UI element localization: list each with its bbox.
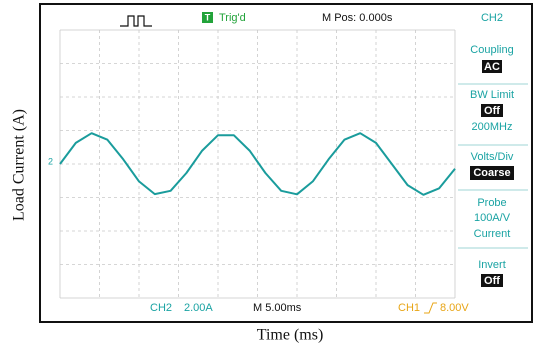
menu-label: Probe <box>477 197 506 209</box>
menu-value: Off <box>484 105 500 117</box>
menu-value: 200MHz <box>472 121 513 133</box>
trig-status: Trig'd <box>219 12 246 24</box>
ch2-scale: 2.00A <box>184 302 213 314</box>
menu-label: BW Limit <box>470 89 514 101</box>
menu-value: Off <box>484 275 500 287</box>
scope-figure: T Trig'd M Pos: 0.000s CH2 2 Coupling AC… <box>0 0 535 349</box>
x-axis-label: Time (ms) <box>257 327 324 344</box>
menu-value: Coarse <box>473 167 510 179</box>
channel: CH2 <box>481 12 503 24</box>
menu-label: Volts/Div <box>471 151 514 163</box>
y-axis-label: Load Current (A) <box>11 109 28 221</box>
timebase: M 5.00ms <box>253 302 302 314</box>
frame <box>40 4 532 322</box>
ground-marker: 2 <box>48 156 53 166</box>
trig-icon: T <box>205 12 211 22</box>
menu-value: 100A/V <box>474 212 511 224</box>
ch2-label: CH2 <box>150 302 172 314</box>
ch1-label: CH1 <box>398 302 420 314</box>
menu-value: AC <box>484 61 500 73</box>
ch1-scale: 8.00V <box>440 302 469 314</box>
menu-value: Current <box>474 228 511 240</box>
m-pos: M Pos: 0.000s <box>322 12 393 24</box>
menu-label: Invert <box>478 259 506 271</box>
menu-label: Coupling <box>470 44 513 56</box>
